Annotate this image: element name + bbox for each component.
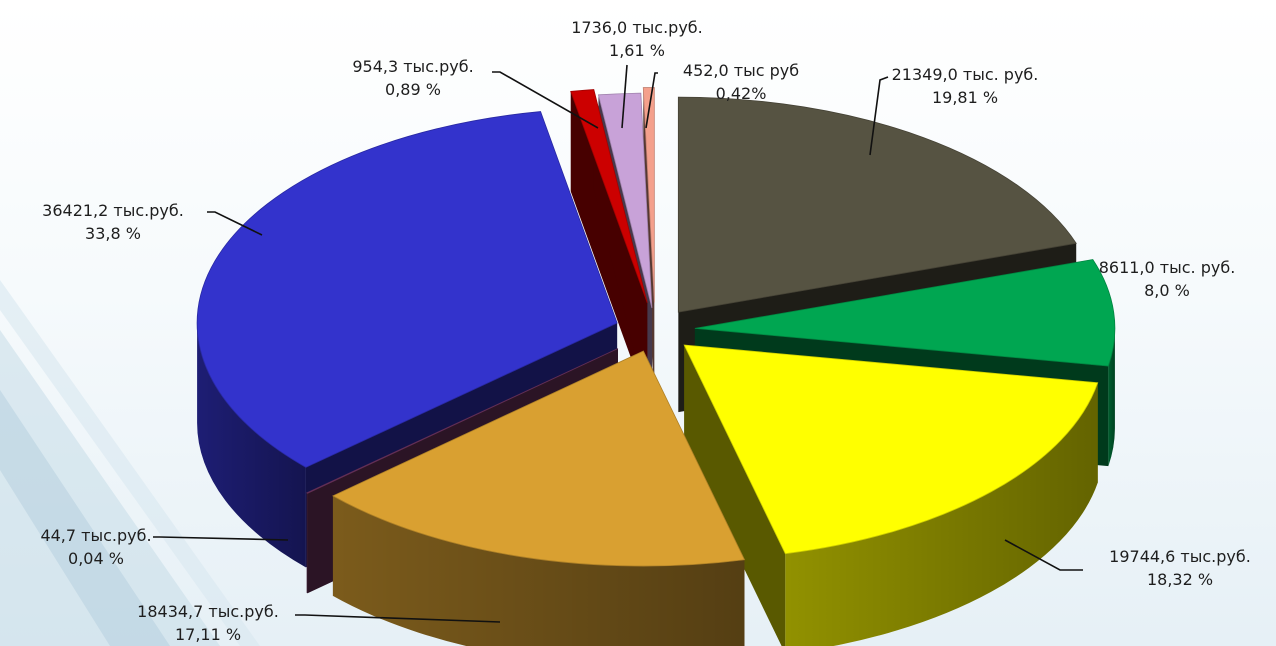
- slice-value-label-6: 36421,2 тыс.руб.: [42, 201, 184, 220]
- slice-percent-label-8: 1,61 %: [609, 41, 665, 60]
- leader-line-4: [295, 614, 501, 623]
- slice-top: [694, 259, 1116, 367]
- leader-line-9: [645, 72, 658, 129]
- leader-line-1: [869, 76, 889, 156]
- leader-line-7: [492, 71, 599, 129]
- slice-top: [332, 350, 746, 567]
- slice-top: [570, 89, 648, 303]
- slice-value-label-8: 1736,0 тыс.руб.: [571, 18, 702, 37]
- slice-value-label-7: 954,3 тыс.руб.: [352, 57, 473, 76]
- slice-top: [597, 92, 653, 309]
- slice-percent-label-1: 19,81 %: [932, 88, 998, 107]
- slice-percent-label-7: 0,89 %: [385, 80, 441, 99]
- slice-value-label-9: 452,0 тыс руб: [683, 61, 799, 80]
- slice-top: [642, 87, 655, 303]
- slice-side-shading: [785, 382, 1098, 646]
- slice-value-label-1: 21349,0 тыс. руб.: [892, 65, 1039, 84]
- slice-value-label-2: 8611,0 тыс. руб.: [1099, 258, 1236, 277]
- slice-labels: 21349,0 тыс. руб. 19,81 % 8611,0 тыс. руб.…: [40, 18, 1250, 644]
- slice-percent-label-4: 17,11 %: [175, 625, 241, 644]
- slice-percent-label-3: 18,32 %: [1147, 570, 1213, 589]
- pie-slice-6: [196, 111, 618, 568]
- slice-side-shading: [197, 322, 306, 568]
- pie-slices: [196, 87, 1116, 646]
- slice-wall: [684, 345, 786, 646]
- slice-side-shading: [332, 495, 745, 646]
- pie-slice-3: [683, 344, 1099, 646]
- slice-percent-label-5: 0,04 %: [68, 549, 124, 568]
- slice-value-label-4: 18434,7 тыс.руб.: [137, 602, 279, 621]
- leader-lines: [153, 64, 1083, 623]
- leader-line-8: [621, 64, 628, 129]
- slice-value-label-3: 19744,6 тыс.руб.: [1109, 547, 1251, 566]
- leader-line-5: [153, 536, 289, 541]
- slice-value-label-5: 44,7 тыс.руб.: [40, 526, 151, 545]
- pie-slice-4: [332, 350, 746, 646]
- leader-line-6: [207, 211, 263, 236]
- pie-slice-7: [570, 89, 648, 403]
- slice-top: [683, 344, 1099, 555]
- slice-side-shading: [306, 492, 308, 594]
- leader-line-3: [1004, 539, 1083, 571]
- slice-percent-label-6: 33,8 %: [85, 224, 141, 243]
- slice-side-shading: [1108, 328, 1115, 467]
- slice-top: [196, 111, 618, 468]
- slice-top: [677, 96, 1077, 313]
- slice-top: [305, 348, 619, 494]
- slice-percent-label-2: 8,0 %: [1144, 281, 1190, 300]
- slice-percent-label-9: 0,42%: [716, 84, 767, 103]
